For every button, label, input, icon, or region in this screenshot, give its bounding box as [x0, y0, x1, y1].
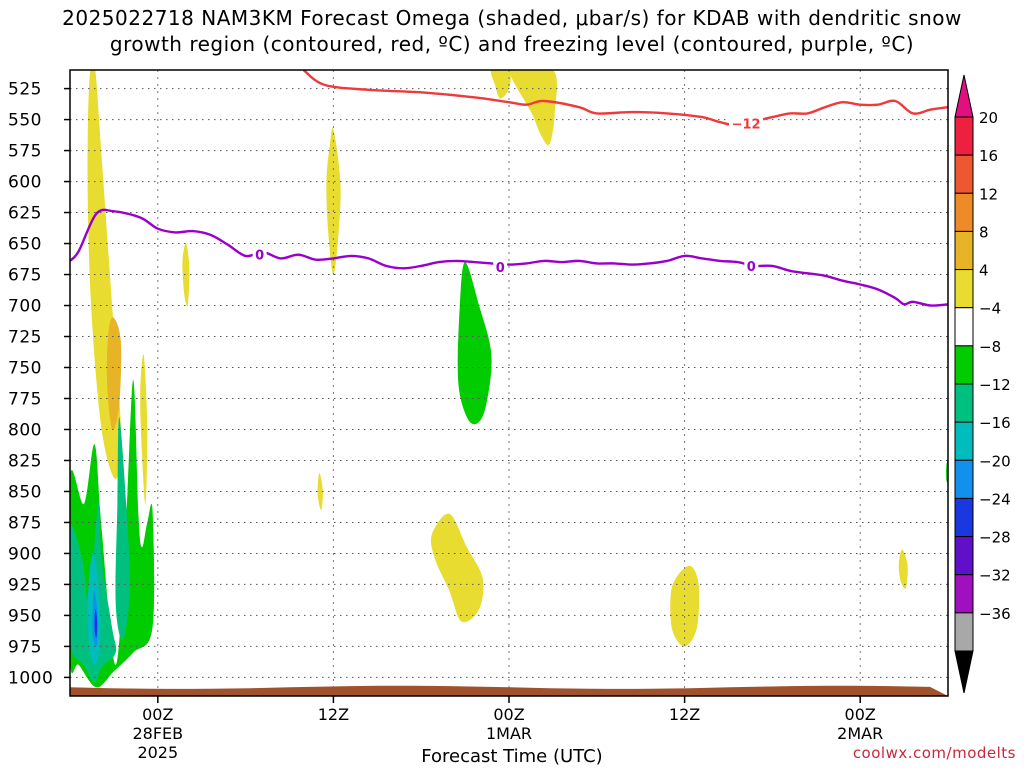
omega-region	[140, 354, 148, 505]
omega-region	[430, 513, 484, 623]
colorbar-label: −36	[979, 605, 1011, 623]
y-tick-label: 925	[8, 575, 42, 595]
colorbar-legend: 20 16 12 8 4 −4 −8 −12 −16 −20 −24 −28 −32 −36	[954, 74, 1011, 694]
x-tick-label: 2MAR	[837, 724, 883, 743]
x-tick-label: 1MAR	[486, 724, 532, 743]
colorbar-label: −12	[979, 376, 1011, 394]
x-tick-label: 12Z	[318, 705, 349, 724]
temperature-contours: −12 0 0 0	[70, 70, 948, 307]
credit-text: coolwx.com/modelts	[852, 744, 1016, 762]
omega-region	[457, 262, 492, 425]
colorbar-label: 20	[979, 109, 998, 127]
omega-region	[182, 243, 190, 307]
omega-region	[94, 609, 98, 638]
colorbar-swatch	[954, 307, 974, 347]
chart-title-line-1: 2025022718 NAM3KM Forecast Omega (shaded…	[62, 6, 962, 30]
omega-shading	[70, 70, 948, 688]
colorbar-label: −16	[979, 414, 1011, 432]
y-tick-label: 900	[8, 544, 42, 564]
contour-label: −12	[732, 117, 761, 132]
colorbar-top-arrow	[954, 74, 974, 118]
contour-label-bg	[744, 257, 759, 273]
y-tick-label: 625	[8, 204, 42, 224]
y-tick-label: 725	[8, 328, 42, 348]
colorbar-label: −32	[979, 567, 1011, 585]
colorbar-swatch	[954, 612, 974, 652]
y-tick-label: 850	[8, 482, 42, 502]
omega-region	[317, 472, 323, 511]
y-tick-label: 525	[8, 80, 42, 100]
colorbar-bottom-arrow	[954, 650, 974, 694]
omega-region	[898, 549, 908, 589]
y-tick-label: 675	[8, 266, 42, 286]
colorbar-swatch	[954, 116, 974, 156]
ground-terrain	[70, 685, 948, 696]
colorbar-swatch	[954, 192, 974, 232]
y-tick-label: 700	[8, 297, 42, 317]
y-axis-ticks: 525 550 575 600 625 650 675 700 725 750 775 800 825 8…	[8, 80, 70, 688]
x-tick-label: 2025	[137, 743, 178, 762]
y-tick-label: 1000	[8, 668, 53, 688]
contour-line	[70, 208, 948, 307]
colorbar-swatch	[954, 345, 974, 385]
contour-line	[302, 70, 948, 126]
colorbar-swatch	[954, 536, 974, 576]
omega-region	[490, 70, 511, 99]
contour-label-bg	[729, 115, 764, 131]
colorbar-swatch	[954, 230, 974, 271]
y-tick-label: 875	[8, 513, 42, 533]
colorbar-label: 8	[979, 223, 989, 241]
colorbar-swatch	[954, 383, 974, 423]
colorbar-label: −24	[979, 490, 1011, 508]
grid-lines	[70, 70, 948, 696]
colorbar-swatch	[954, 574, 974, 614]
contour-label-bg	[493, 259, 508, 275]
colorbar-label: 16	[979, 147, 998, 165]
colorbar-label: −4	[979, 300, 1001, 318]
contour-label-bg	[252, 246, 267, 262]
contour-label: 0	[747, 260, 756, 275]
y-tick-label: 575	[8, 142, 42, 162]
colorbar-label: −8	[979, 338, 1001, 356]
contour-label: 0	[496, 261, 505, 276]
colorbar-swatch	[954, 497, 974, 538]
omega-region	[106, 317, 122, 431]
y-tick-label: 550	[8, 111, 42, 131]
colorbar-label: 12	[979, 185, 998, 203]
colorbar-swatch	[954, 421, 974, 461]
y-tick-label: 975	[8, 637, 42, 657]
x-tick-label: 00Z	[142, 705, 173, 724]
y-tick-label: 825	[8, 451, 42, 471]
x-tick-label: 00Z	[493, 705, 524, 724]
x-axis-label: Forecast Time (UTC)	[421, 746, 603, 767]
omega-region	[326, 127, 341, 275]
colorbar-swatch	[954, 154, 974, 194]
x-tick-label: 12Z	[669, 705, 700, 724]
x-tick-label: 28FEB	[132, 724, 183, 743]
x-tick-label: 00Z	[845, 705, 876, 724]
colorbar-label: −28	[979, 529, 1011, 547]
contour-label: 0	[255, 249, 264, 264]
chart-title-line-2: growth region (contoured, red, ºC) and f…	[109, 32, 915, 56]
y-tick-label: 775	[8, 389, 42, 409]
y-tick-label: 600	[8, 173, 42, 193]
y-tick-label: 950	[8, 606, 42, 626]
ground-fill	[70, 685, 948, 696]
colorbar-label: −20	[979, 452, 1011, 470]
omega-region	[670, 565, 700, 647]
y-tick-label: 750	[8, 359, 42, 379]
colorbar-label: 4	[979, 262, 989, 280]
colorbar-swatch	[954, 269, 974, 309]
colorbar-swatch	[954, 459, 974, 499]
y-tick-label: 650	[8, 235, 42, 255]
omega-region	[506, 70, 557, 146]
y-tick-label: 800	[8, 420, 42, 440]
